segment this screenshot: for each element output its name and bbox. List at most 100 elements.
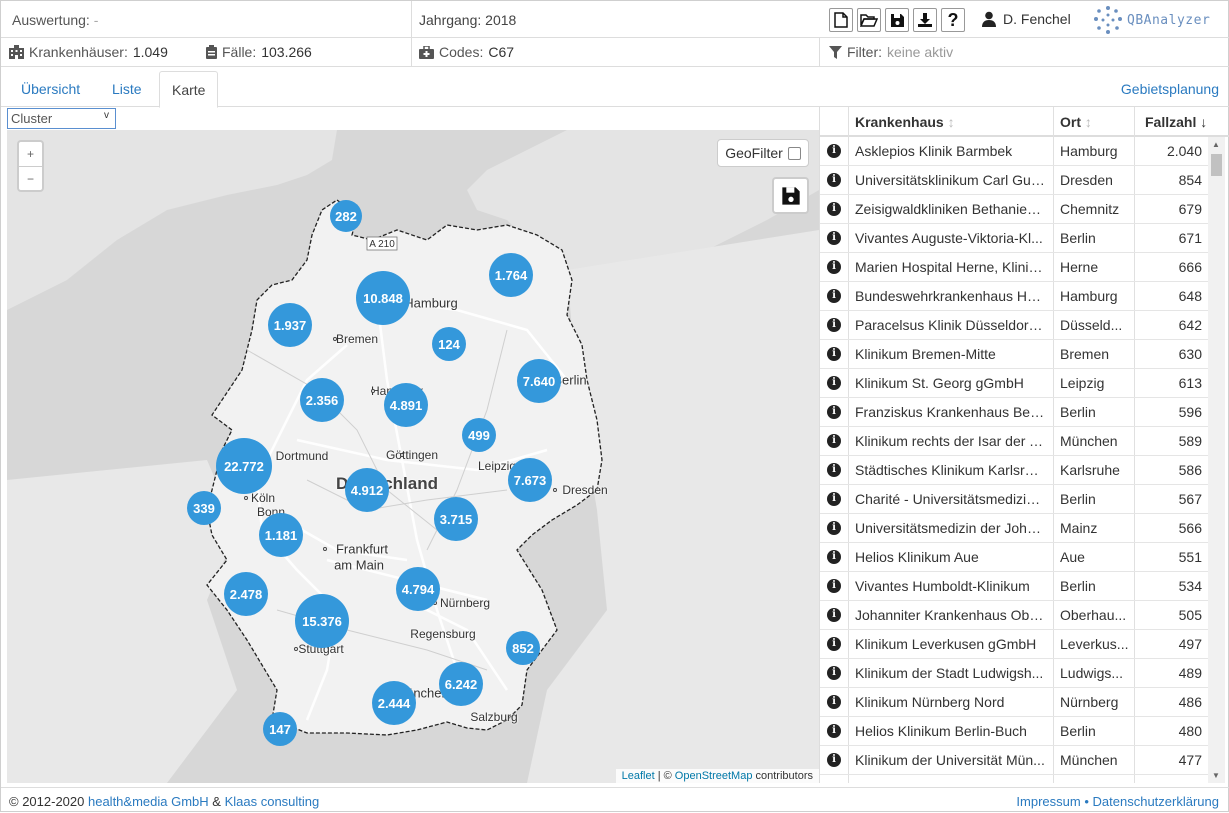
- table-row[interactable]: i Marien Hospital Herne, Klinik... Herne 66…: [820, 253, 1208, 282]
- tab-overview[interactable]: Übersicht: [21, 81, 81, 97]
- info-icon[interactable]: i: [827, 434, 841, 448]
- zoom-in-button[interactable]: +: [19, 142, 42, 166]
- header-cases[interactable]: Fallzahl ↓: [1145, 114, 1207, 130]
- info-icon[interactable]: i: [827, 608, 841, 622]
- zoom-out-button[interactable]: −: [19, 166, 42, 190]
- cluster-marker[interactable]: 2.478: [224, 572, 268, 616]
- table-row[interactable]: i Zeisigwaldkliniken Bethanien... Chemnitz…: [820, 195, 1208, 224]
- cluster-marker[interactable]: 499: [462, 418, 496, 452]
- cluster-marker[interactable]: 124: [432, 327, 466, 361]
- header-city[interactable]: Ort ↕: [1060, 114, 1092, 130]
- info-icon[interactable]: i: [827, 376, 841, 390]
- table-row[interactable]: i Paracelsus Klinik Düsseldorf ... Düsseld…: [820, 311, 1208, 340]
- info-icon[interactable]: i: [827, 405, 841, 419]
- impressum-link[interactable]: Impressum: [1016, 794, 1081, 809]
- cluster-marker[interactable]: 852: [506, 631, 540, 665]
- cluster-marker[interactable]: 15.376: [295, 594, 349, 648]
- info-icon[interactable]: i: [827, 260, 841, 274]
- privacy-link[interactable]: Datenschutzerklärung: [1092, 794, 1219, 809]
- info-icon[interactable]: i: [827, 521, 841, 535]
- table-row[interactable]: i Klinikum St. Georg gGmbH Leipzig 613: [820, 369, 1208, 398]
- cluster-marker[interactable]: 4.912: [345, 468, 389, 512]
- cluster-marker[interactable]: 7.640: [517, 359, 561, 403]
- open-folder-button[interactable]: [857, 8, 881, 32]
- info-icon[interactable]: i: [827, 724, 841, 738]
- table-row[interactable]: i Universitätsklinikum Carl Gus... Dresden…: [820, 166, 1208, 195]
- cluster-marker[interactable]: 6.242: [439, 662, 483, 706]
- table-row[interactable]: i Helios Klinikum Berlin-Buch Berlin 480: [820, 717, 1208, 746]
- area-planning-link[interactable]: Gebietsplanung: [1120, 81, 1219, 97]
- info-icon[interactable]: i: [827, 318, 841, 332]
- cluster-marker[interactable]: 282: [330, 200, 362, 232]
- divider: [411, 1, 412, 38]
- table-row[interactable]: i Klinikum Nürnberg Nord Nürnberg 486: [820, 688, 1208, 717]
- cluster-marker[interactable]: 22.772: [216, 438, 272, 494]
- table-row[interactable]: i Klinikum Bremen-Mitte Bremen 630: [820, 340, 1208, 369]
- cluster-marker[interactable]: 4.891: [384, 383, 428, 427]
- geofilter-checkbox[interactable]: [787, 146, 801, 160]
- info-icon[interactable]: i: [827, 173, 841, 187]
- info-icon[interactable]: i: [827, 144, 841, 158]
- cluster-marker[interactable]: 1.181: [259, 513, 303, 557]
- help-button[interactable]: ?: [941, 8, 965, 32]
- osm-link[interactable]: OpenStreetMap: [674, 770, 753, 782]
- new-file-button[interactable]: [829, 8, 853, 32]
- company-link-healthmedia[interactable]: health&media GmbH: [87, 794, 209, 809]
- table-row[interactable]: i Asklepios Klinik Barmbek Hamburg 2.040: [820, 137, 1208, 166]
- table-row[interactable]: i Johanniter Krankenhaus Obe... Oberhau...…: [820, 601, 1208, 630]
- cluster-marker[interactable]: 2.444: [372, 681, 416, 725]
- cluster-marker[interactable]: 339: [187, 491, 221, 525]
- save-file-button[interactable]: [885, 8, 909, 32]
- scroll-down-icon[interactable]: ▼: [1212, 771, 1220, 780]
- info-icon[interactable]: i: [827, 289, 841, 303]
- table-row[interactable]: i Charité - Universitätsmedizin... Berlin 5…: [820, 485, 1208, 514]
- cluster-marker[interactable]: 10.848: [356, 271, 410, 325]
- table-row[interactable]: i Helios Klinikum Aue Aue 551: [820, 543, 1208, 572]
- info-icon[interactable]: i: [827, 202, 841, 216]
- table-row[interactable]: i Klinikum der Stadt Ludwigsh... Ludwigs..…: [820, 659, 1208, 688]
- table-row[interactable]: i Bundeswehrkrankenhaus Ha... Hamburg 648: [820, 282, 1208, 311]
- filter-status[interactable]: Filter: keine aktiv: [829, 44, 953, 60]
- info-icon[interactable]: i: [827, 637, 841, 651]
- map-mode-select[interactable]: Cluster v: [7, 108, 116, 129]
- download-button[interactable]: [913, 8, 937, 32]
- map-save-button[interactable]: [772, 177, 809, 214]
- cluster-marker[interactable]: 1.937: [268, 303, 312, 347]
- cluster-marker[interactable]: 7.673: [508, 458, 552, 502]
- info-icon[interactable]: i: [827, 492, 841, 506]
- geofilter-control[interactable]: GeoFilter: [717, 139, 809, 167]
- info-icon[interactable]: i: [827, 753, 841, 767]
- table-row[interactable]: i Städtisches Klinikum Karlsruhe Karlsruhe…: [820, 456, 1208, 485]
- cluster-marker[interactable]: 3.715: [434, 497, 478, 541]
- header-hospital[interactable]: Krankenhaus ↕: [855, 114, 955, 130]
- cluster-marker[interactable]: 147: [263, 712, 297, 746]
- table-row[interactable]: i Vivantes Auguste-Viktoria-Kl... Berlin 67…: [820, 224, 1208, 253]
- table-row[interactable]: i Klinikum Leverkusen gGmbH Leverkus... 497: [820, 630, 1208, 659]
- info-icon[interactable]: i: [827, 550, 841, 564]
- info-icon[interactable]: i: [827, 695, 841, 709]
- tab-map[interactable]: Karte: [159, 71, 219, 108]
- scrollbar-thumb[interactable]: [1211, 154, 1222, 176]
- table-row[interactable]: i Universitätsmedizin der Joha... Mainz 566: [820, 514, 1208, 543]
- map-view[interactable]: A 210 Hamburg Bremen Hannover Berlin Dor…: [7, 130, 819, 783]
- tab-list[interactable]: Liste: [112, 81, 142, 97]
- info-icon[interactable]: i: [827, 666, 841, 680]
- leaflet-link[interactable]: Leaflet: [621, 770, 655, 782]
- table-row[interactable]: i Franziskus Krankenhaus Berlin Berlin 596: [820, 398, 1208, 427]
- cluster-marker[interactable]: 1.764: [489, 253, 533, 297]
- company-link-klaas[interactable]: Klaas consulting: [224, 794, 320, 809]
- info-icon[interactable]: i: [827, 231, 841, 245]
- cell-hospital: Städtisches Klinikum Karlsruhe: [855, 462, 1045, 478]
- table-row[interactable]: i Vivantes Humboldt-Klinikum Berlin 534: [820, 572, 1208, 601]
- table-row[interactable]: i Klinikum der Universität Mün... München 4…: [820, 746, 1208, 775]
- info-icon[interactable]: i: [827, 347, 841, 361]
- table-scrollbar[interactable]: ▲ ▼: [1208, 137, 1225, 783]
- cell-hospital: Paracelsus Klinik Düsseldorf ...: [855, 317, 1045, 333]
- cluster-marker[interactable]: 2.356: [300, 378, 344, 422]
- user-menu[interactable]: D. Fenchel: [981, 11, 1071, 27]
- cluster-marker[interactable]: 4.794: [396, 567, 440, 611]
- info-icon[interactable]: i: [827, 579, 841, 593]
- info-icon[interactable]: i: [827, 463, 841, 477]
- table-row[interactable]: i Klinikum rechts der Isar der T... Münche…: [820, 427, 1208, 456]
- scroll-up-icon[interactable]: ▲: [1212, 140, 1220, 149]
